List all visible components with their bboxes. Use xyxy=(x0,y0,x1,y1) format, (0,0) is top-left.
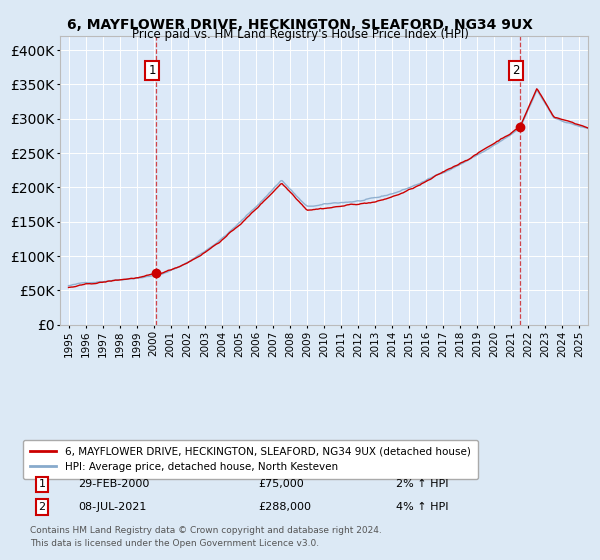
Text: This data is licensed under the Open Government Licence v3.0.: This data is licensed under the Open Gov… xyxy=(30,539,319,548)
Text: 2: 2 xyxy=(512,64,520,77)
Legend: 6, MAYFLOWER DRIVE, HECKINGTON, SLEAFORD, NG34 9UX (detached house), HPI: Averag: 6, MAYFLOWER DRIVE, HECKINGTON, SLEAFORD… xyxy=(23,440,478,479)
Text: 2% ↑ HPI: 2% ↑ HPI xyxy=(396,479,449,489)
Text: 6, MAYFLOWER DRIVE, HECKINGTON, SLEAFORD, NG34 9UX: 6, MAYFLOWER DRIVE, HECKINGTON, SLEAFORD… xyxy=(67,18,533,32)
Text: 1: 1 xyxy=(148,64,156,77)
Text: 2: 2 xyxy=(38,502,46,512)
Text: 08-JUL-2021: 08-JUL-2021 xyxy=(78,502,146,512)
Text: £75,000: £75,000 xyxy=(258,479,304,489)
Text: 29-FEB-2000: 29-FEB-2000 xyxy=(78,479,149,489)
Text: 1: 1 xyxy=(38,479,46,489)
Text: Price paid vs. HM Land Registry's House Price Index (HPI): Price paid vs. HM Land Registry's House … xyxy=(131,28,469,41)
Text: 4% ↑ HPI: 4% ↑ HPI xyxy=(396,502,449,512)
Text: Contains HM Land Registry data © Crown copyright and database right 2024.: Contains HM Land Registry data © Crown c… xyxy=(30,526,382,535)
Text: £288,000: £288,000 xyxy=(258,502,311,512)
